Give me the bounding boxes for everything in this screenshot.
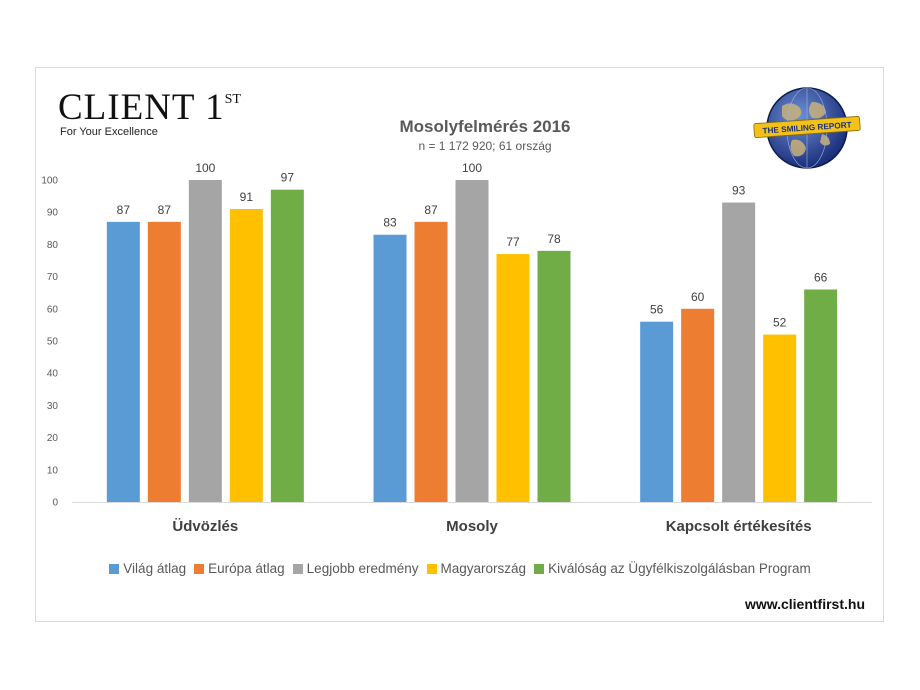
y-tick-label: 80 [47,240,59,251]
legend-label: Világ átlag [123,561,187,576]
client-first-logo: CLIENT 1ST [58,86,241,129]
bar-value-label: 60 [691,290,705,304]
y-tick-label: 10 [47,465,59,476]
legend-swatch [292,564,303,574]
y-tick-label: 30 [47,401,59,412]
bar [804,289,838,502]
bar [106,221,140,503]
bar [681,308,715,502]
y-tick-label: 50 [47,337,59,348]
legend-swatch [426,564,437,574]
bar [763,334,797,502]
bar-value-label: 91 [240,190,254,204]
chart-legend: Világ átlag Európa átlag Legjobb eredmény M… [0,561,920,576]
website-url: www.clientfirst.hu [744,596,865,612]
bar [147,221,181,503]
logo-superscript: ST [224,92,241,107]
continent-shape [782,102,830,157]
bar-value-label: 83 [383,216,397,230]
category-label: Üdvözlés [172,518,238,535]
bar-value-label: 78 [547,232,561,246]
bar-value-label: 100 [195,161,215,175]
bar [537,250,571,502]
badge-ribbon [753,116,861,138]
legend-swatch [534,564,545,574]
legend-item: Kiválóság az Ügyfélkiszolgálásban Progra… [534,561,811,576]
bar-value-label: 87 [424,203,438,217]
legend-item: Európa átlag [194,561,285,576]
bar-value-label: 97 [281,171,295,185]
bar [414,221,448,503]
y-tick-label: 100 [41,176,58,187]
legend-swatch [109,564,120,574]
category-label: Kapcsolt értékesítés [666,518,812,535]
smiling-report-badge: THE SMILING REPORT [753,87,861,169]
chart-frame [35,67,884,622]
bar [496,254,530,502]
bar-value-label: 93 [732,184,746,198]
bar-value-label: 77 [506,235,520,249]
bar-value-label: 87 [158,203,172,217]
legend-swatch [194,564,205,574]
bar [229,208,263,503]
bar-value-label: 52 [773,316,787,330]
bar-value-label: 66 [814,270,828,284]
bar [640,321,674,502]
category-label: Mosoly [446,518,498,535]
chart-title: Mosolyfelmérés 2016 [399,117,571,136]
bar [188,180,222,502]
bar-value-label: 56 [650,303,664,317]
chart-subtitle: n = 1 172 920; 61 ország [418,139,552,153]
y-tick-label: 90 [47,208,59,219]
legend-item: Legjobb eredmény [292,561,419,576]
bar [270,189,304,502]
bar [373,234,407,503]
legend-label: Magyarország [440,561,527,576]
legend-label: Legjobb eredmény [306,561,419,576]
legend-label: Kiválóság az Ügyfélkiszolgálásban Progra… [548,561,811,576]
bar-value-label: 87 [117,203,131,217]
y-tick-label: 70 [47,272,59,283]
y-tick-label: 0 [52,498,58,509]
y-tick-label: 60 [47,304,59,315]
y-tick-label: 40 [47,369,59,380]
legend-label: Európa átlag [208,561,285,576]
legend-item: Magyarország [426,561,527,576]
y-tick-label: 20 [47,433,59,444]
logo-name: CLIENT 1 [58,87,225,128]
bar [455,180,489,502]
bar-value-label: 100 [462,161,482,175]
logo-tagline: For Your Excellence [60,126,158,138]
bar [722,202,756,503]
legend-item: Világ átlag [109,561,186,576]
